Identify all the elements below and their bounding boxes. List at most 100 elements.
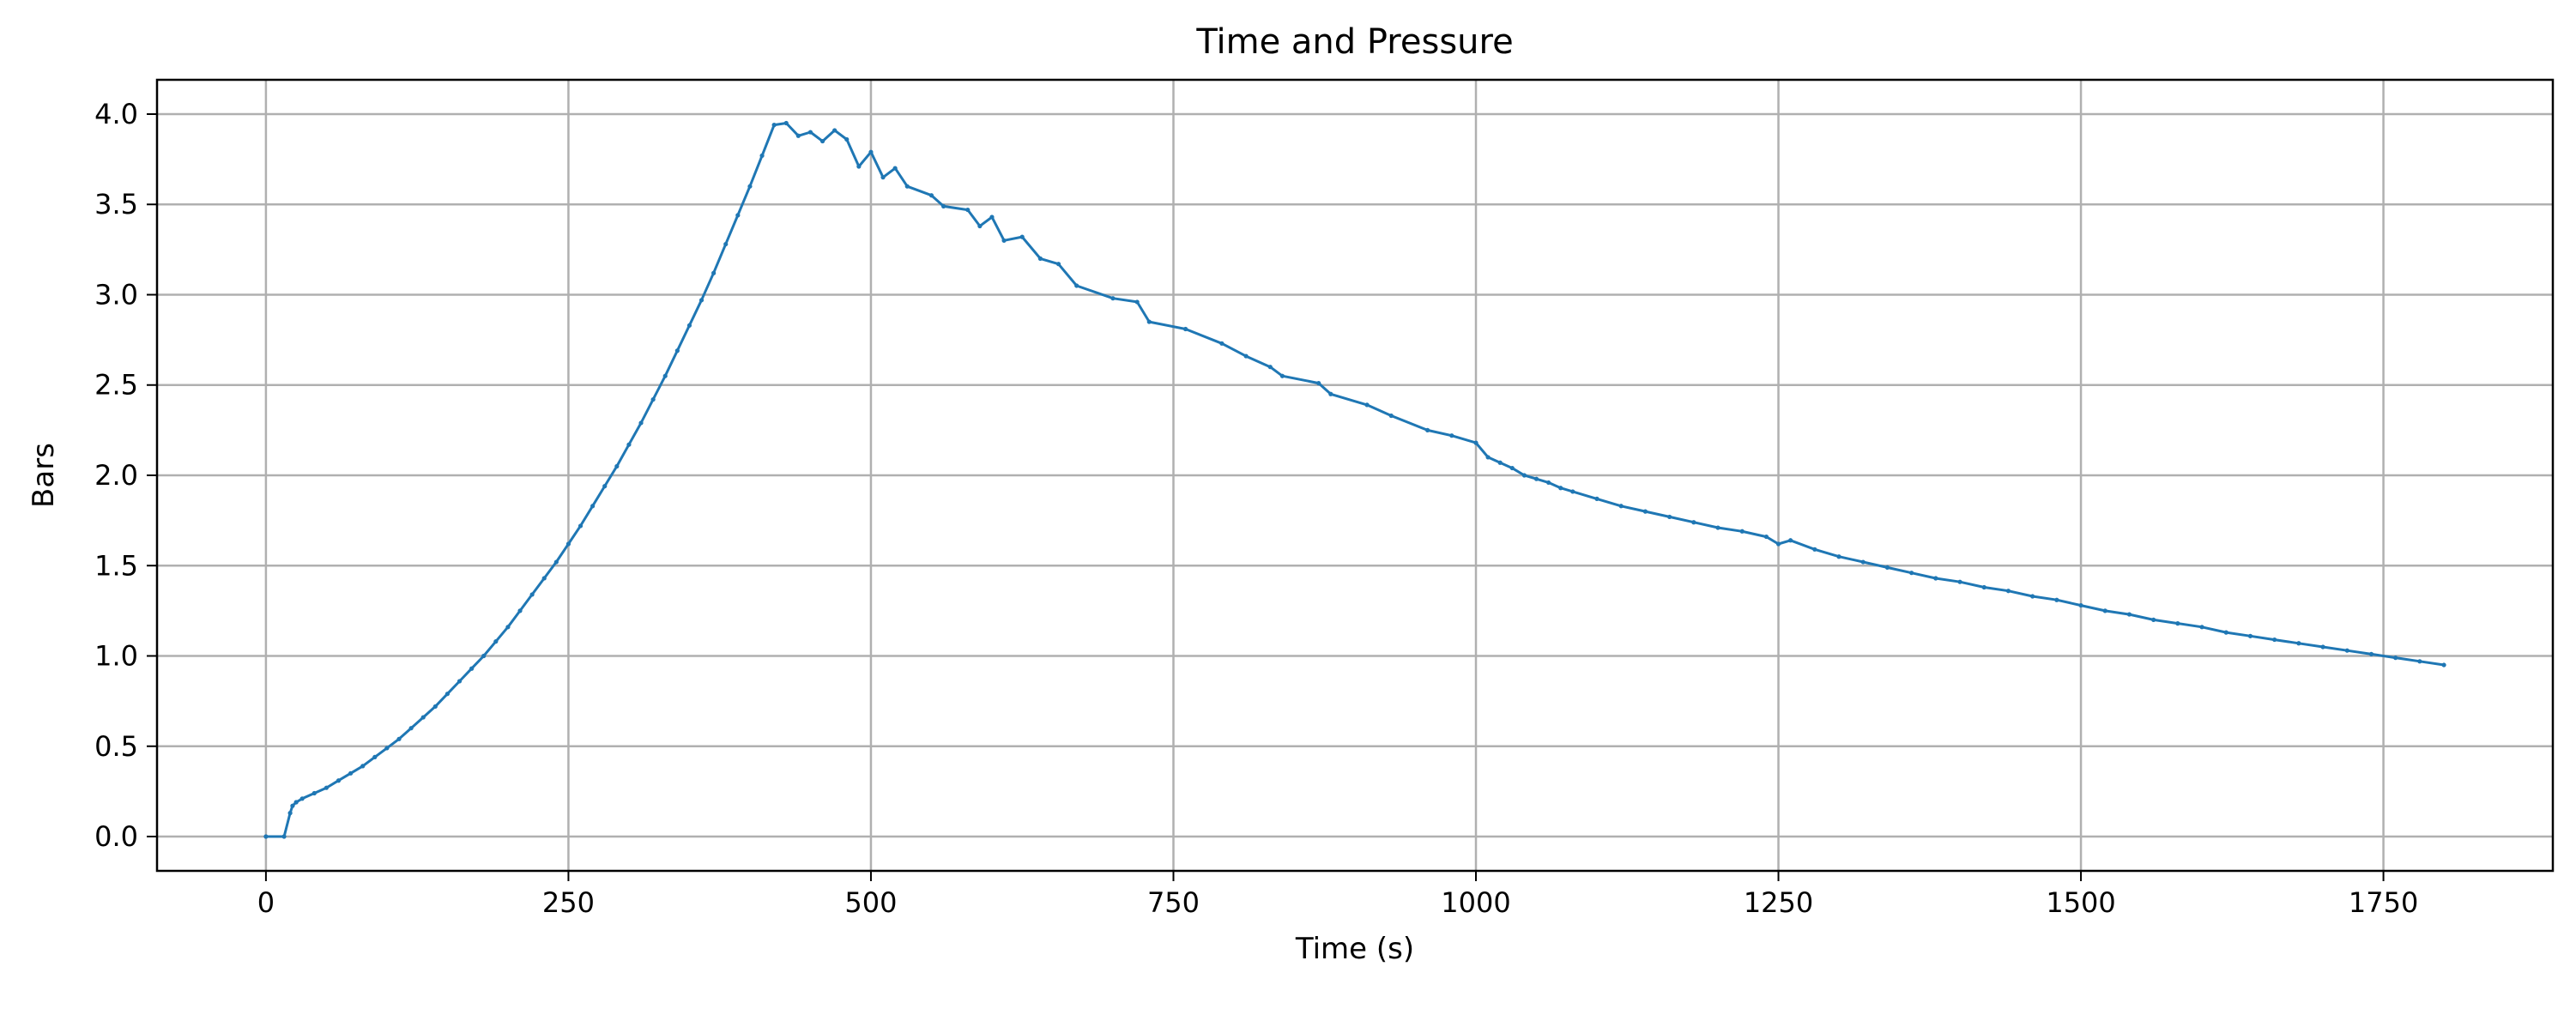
- data-point: [493, 639, 499, 644]
- data-point: [723, 241, 729, 247]
- y-tick-label: 3.0: [94, 278, 138, 311]
- data-point: [2441, 662, 2446, 668]
- data-point: [290, 803, 295, 808]
- data-point: [1316, 381, 1321, 386]
- data-point: [844, 136, 850, 142]
- data-point: [541, 576, 547, 581]
- data-point: [989, 214, 995, 220]
- data-point: [565, 541, 571, 547]
- data-point: [372, 754, 378, 759]
- data-point: [2272, 637, 2277, 643]
- data-point: [2417, 659, 2422, 664]
- data-point: [892, 166, 898, 171]
- series-layer: [263, 120, 2446, 839]
- data-point: [293, 800, 299, 805]
- data-point: [1243, 353, 1249, 359]
- data-point: [1485, 455, 1491, 460]
- x-axis-ticks: 0 250 500 750 1000 1250 1500 1750: [257, 871, 2418, 919]
- data-point: [674, 348, 680, 353]
- data-point: [432, 704, 438, 710]
- data-point: [819, 138, 825, 144]
- data-point: [1509, 465, 1515, 471]
- data-point: [2320, 644, 2325, 650]
- data-point: [1715, 525, 1720, 530]
- data-point: [1425, 427, 1430, 432]
- data-point: [2078, 602, 2083, 608]
- data-point: [1110, 296, 1116, 301]
- data-point: [1019, 234, 1025, 239]
- data-point: [1146, 319, 1152, 324]
- data-point: [795, 133, 801, 138]
- data-point: [1279, 373, 1285, 378]
- data-point: [311, 790, 317, 796]
- data-point: [1074, 283, 1079, 288]
- data-point: [577, 523, 584, 529]
- data-point: [1473, 440, 1478, 445]
- data-point: [1134, 299, 1140, 305]
- data-point: [469, 666, 475, 671]
- data-point: [287, 811, 293, 816]
- data-point: [602, 484, 608, 489]
- data-point: [2030, 594, 2035, 599]
- data-point: [2005, 589, 2011, 594]
- data-point: [614, 463, 620, 469]
- data-point: [1775, 541, 1781, 547]
- data-point: [1788, 538, 1793, 543]
- data-point: [783, 120, 789, 126]
- data-point: [553, 559, 559, 565]
- x-tick-label: 1500: [2046, 886, 2115, 919]
- data-point: [2199, 625, 2204, 630]
- data-point: [928, 193, 934, 198]
- data-point: [1364, 402, 1370, 408]
- x-tick-label: 750: [1147, 886, 1200, 919]
- data-point: [1546, 480, 1551, 486]
- y-tick-label: 2.5: [94, 369, 138, 402]
- data-point: [868, 149, 874, 154]
- x-tick-label: 1750: [2349, 886, 2418, 919]
- data-point: [348, 770, 354, 776]
- data-point: [2175, 621, 2180, 626]
- data-point: [1933, 576, 1938, 581]
- data-point: [1909, 571, 1914, 576]
- data-point: [1860, 559, 1865, 565]
- y-tick-label: 0.5: [94, 730, 138, 763]
- data-point: [1182, 326, 1188, 332]
- data-point: [1836, 554, 1841, 559]
- data-point: [590, 504, 596, 509]
- data-point: [1739, 529, 1745, 534]
- y-tick-label: 1.0: [94, 640, 138, 673]
- grid: [157, 80, 2553, 871]
- y-tick-label: 4.0: [94, 98, 138, 130]
- data-point: [1594, 496, 1599, 501]
- data-point: [638, 420, 644, 426]
- data-point: [1884, 565, 1890, 570]
- data-point: [1981, 584, 1986, 590]
- data-point: [965, 207, 971, 213]
- data-point: [1267, 365, 1273, 370]
- data-point: [457, 679, 463, 684]
- data-point: [1957, 579, 1962, 584]
- data-point: [1497, 460, 1503, 465]
- data-point: [1219, 341, 1225, 346]
- data-point: [880, 175, 886, 180]
- data-point: [529, 592, 535, 597]
- y-tick-label: 0.0: [94, 820, 138, 853]
- data-point: [1558, 486, 1563, 491]
- x-tick-label: 500: [844, 886, 897, 919]
- data-point: [481, 653, 487, 659]
- y-axis-label: Bars: [27, 443, 61, 508]
- data-point: [2393, 656, 2398, 661]
- data-point: [517, 608, 523, 613]
- data-point: [977, 223, 983, 229]
- data-point: [650, 396, 656, 402]
- data-point: [2368, 651, 2374, 656]
- data-point: [360, 764, 366, 769]
- data-point: [1642, 509, 1648, 514]
- y-tick-label: 2.0: [94, 459, 138, 492]
- data-point: [1055, 262, 1061, 267]
- data-point: [940, 203, 946, 208]
- data-point: [735, 213, 741, 218]
